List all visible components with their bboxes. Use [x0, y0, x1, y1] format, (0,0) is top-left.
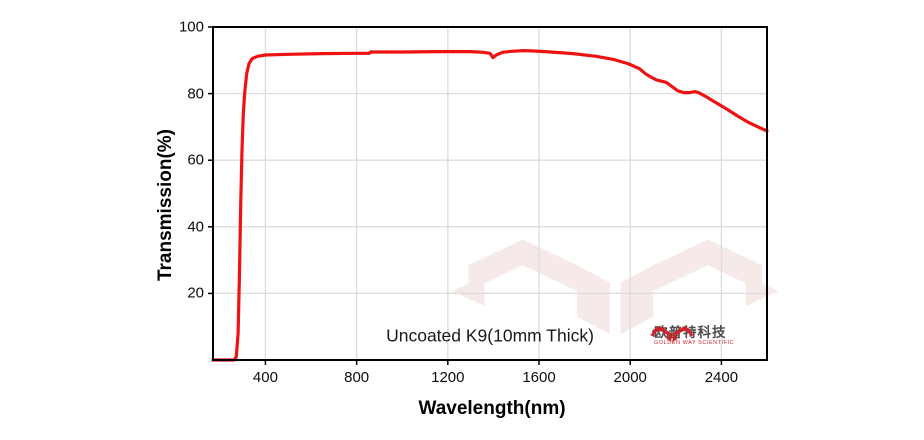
- transmission-curve: [211, 48, 769, 362]
- x-tick-label: 800: [344, 369, 370, 386]
- x-tick-label: 400: [252, 369, 278, 386]
- y-tick-label: 80: [187, 85, 204, 103]
- golden-way-logo-icon: [650, 325, 694, 343]
- x-tick-label: 1600: [522, 369, 556, 386]
- axes-frame: [208, 26, 768, 365]
- gridlines: [213, 27, 767, 360]
- x-tick-label: 1200: [431, 369, 465, 386]
- y-tick-label: 20: [187, 284, 204, 302]
- x-axis-title: Wavelength(nm): [418, 398, 566, 419]
- company-logo: 欧普特科技 GOLDEN WAY SCIENTIFIC: [650, 320, 770, 352]
- x-tick-label: 2400: [704, 369, 739, 386]
- company-name-en: GOLDEN WAY SCIENTIFIC: [654, 340, 735, 346]
- y-tick-label: 60: [187, 151, 204, 169]
- series-line: [211, 48, 769, 362]
- y-tick-label: 40: [187, 218, 204, 236]
- annotation-sample-label: Uncoated K9(10mm Thick): [386, 325, 594, 346]
- y-axis-title: Transmission(%): [155, 128, 176, 282]
- y-tick-label: 100: [178, 18, 204, 36]
- x-tick-label: 2000: [613, 369, 647, 386]
